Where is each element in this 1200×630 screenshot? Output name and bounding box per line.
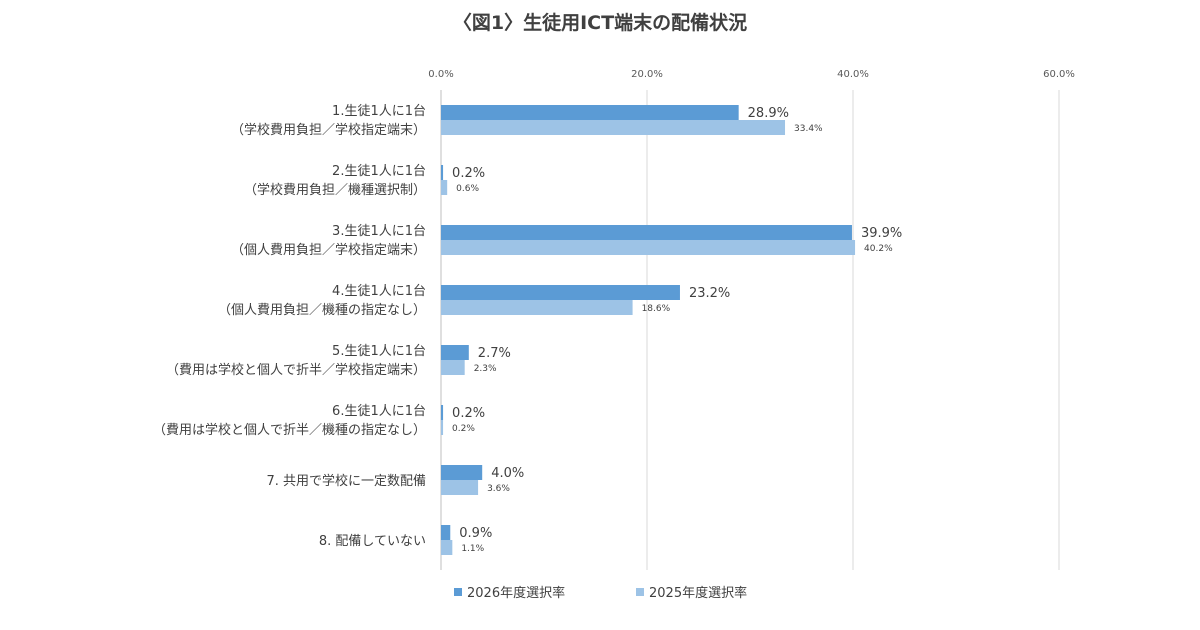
- category-label-line: （個人費用負担／学校指定端末）: [231, 242, 426, 258]
- category-label-line: （費用は学校と個人で折半／学校指定端末）: [166, 362, 426, 378]
- category-labels: 1.生徒1人に1台 （学校費用負担／学校指定端末） 2.生徒1人に1台 （学校費用負担…: [153, 104, 426, 549]
- legend-swatch: [636, 588, 644, 596]
- x-tick-label: 60.0%: [1043, 69, 1075, 80]
- category-label: 7. 共用で学校に一定数配備: [266, 473, 426, 489]
- bar-2026: [441, 285, 680, 300]
- data-label-2025: 33.4%: [794, 124, 823, 134]
- data-label-2025: 18.6%: [642, 304, 671, 314]
- chart-title: 〈図1〉生徒用ICT端末の配備状況: [453, 11, 747, 34]
- category-label: 2.生徒1人に1台 （学校費用負担／機種選択制）: [244, 164, 426, 198]
- category-label: 1.生徒1人に1台 （学校費用負担／学校指定端末）: [231, 104, 426, 138]
- category-label-line: 6.生徒1人に1台: [332, 404, 426, 419]
- data-label-2025: 0.6%: [456, 184, 479, 194]
- bar-2025: [441, 300, 633, 315]
- bar-2025: [441, 420, 444, 435]
- category-label-line: 1.生徒1人に1台: [332, 104, 426, 119]
- bar-2025: [441, 180, 448, 195]
- data-label-2026: 23.2%: [689, 286, 730, 301]
- data-label-2025: 2.3%: [474, 364, 497, 374]
- category-label-line: （学校費用負担／機種選択制）: [244, 182, 426, 198]
- category-label: 6.生徒1人に1台 （費用は学校と個人で折半／機種の指定なし）: [153, 404, 426, 438]
- data-labels: 28.9% 33.4% 0.2% 0.6% 39.9% 40.2% 23.2% 18.6% 2.…: [452, 106, 902, 554]
- gridlines: [440, 90, 1060, 570]
- bar-2026: [441, 525, 451, 540]
- x-tick-label: 0.0%: [428, 69, 453, 80]
- data-label-2026: 0.2%: [452, 166, 485, 181]
- legend: 2026年度選択率 2025年度選択率: [454, 585, 747, 601]
- category-label-line: 5.生徒1人に1台: [332, 344, 426, 359]
- category-label-line: 3.生徒1人に1台: [332, 224, 426, 239]
- category-label-line: （学校費用負担／学校指定端末）: [231, 122, 426, 138]
- data-label-2026: 39.9%: [861, 226, 902, 241]
- bar-2025: [441, 240, 856, 255]
- category-label-line: （個人費用負担／機種の指定なし）: [218, 302, 426, 318]
- legend-swatch: [454, 588, 462, 596]
- data-label-2025: 1.1%: [461, 544, 484, 554]
- category-label: 8. 配備していない: [319, 533, 426, 549]
- data-label-2026: 0.2%: [452, 406, 485, 421]
- category-label-line: （費用は学校と個人で折半／機種の指定なし）: [153, 422, 426, 438]
- legend-entry: 2026年度選択率: [467, 585, 565, 601]
- bar-2026: [441, 165, 444, 180]
- bar-2026: [441, 465, 483, 480]
- data-label-2025: 40.2%: [864, 244, 893, 254]
- bar-2025: [441, 120, 786, 135]
- category-label: 4.生徒1人に1台 （個人費用負担／機種の指定なし）: [218, 284, 426, 318]
- bar-2026: [441, 105, 739, 120]
- data-label-2026: 28.9%: [748, 106, 789, 121]
- bar-2026: [441, 405, 444, 420]
- bar-2025: [441, 540, 453, 555]
- category-label: 3.生徒1人に1台 （個人費用負担／学校指定端末）: [231, 224, 426, 258]
- bar-2025: [441, 480, 479, 495]
- category-label-line: 4.生徒1人に1台: [332, 284, 426, 299]
- bar-2025: [441, 360, 465, 375]
- category-label: 5.生徒1人に1台 （費用は学校と個人で折半／学校指定端末）: [166, 344, 426, 378]
- bars: [441, 105, 856, 555]
- bar-2026: [441, 225, 852, 240]
- legend-entry: 2025年度選択率: [649, 585, 747, 601]
- data-label-2026: 2.7%: [478, 346, 511, 361]
- data-label-2026: 4.0%: [491, 466, 524, 481]
- x-axis-ticks: 0.0% 20.0% 40.0% 60.0%: [428, 69, 1075, 80]
- data-label-2025: 0.2%: [452, 424, 475, 434]
- x-tick-label: 40.0%: [837, 69, 869, 80]
- category-label-line: 2.生徒1人に1台: [332, 164, 426, 179]
- x-tick-label: 20.0%: [631, 69, 663, 80]
- data-label-2025: 3.6%: [487, 484, 510, 494]
- data-label-2026: 0.9%: [459, 526, 492, 541]
- bar-2026: [441, 345, 469, 360]
